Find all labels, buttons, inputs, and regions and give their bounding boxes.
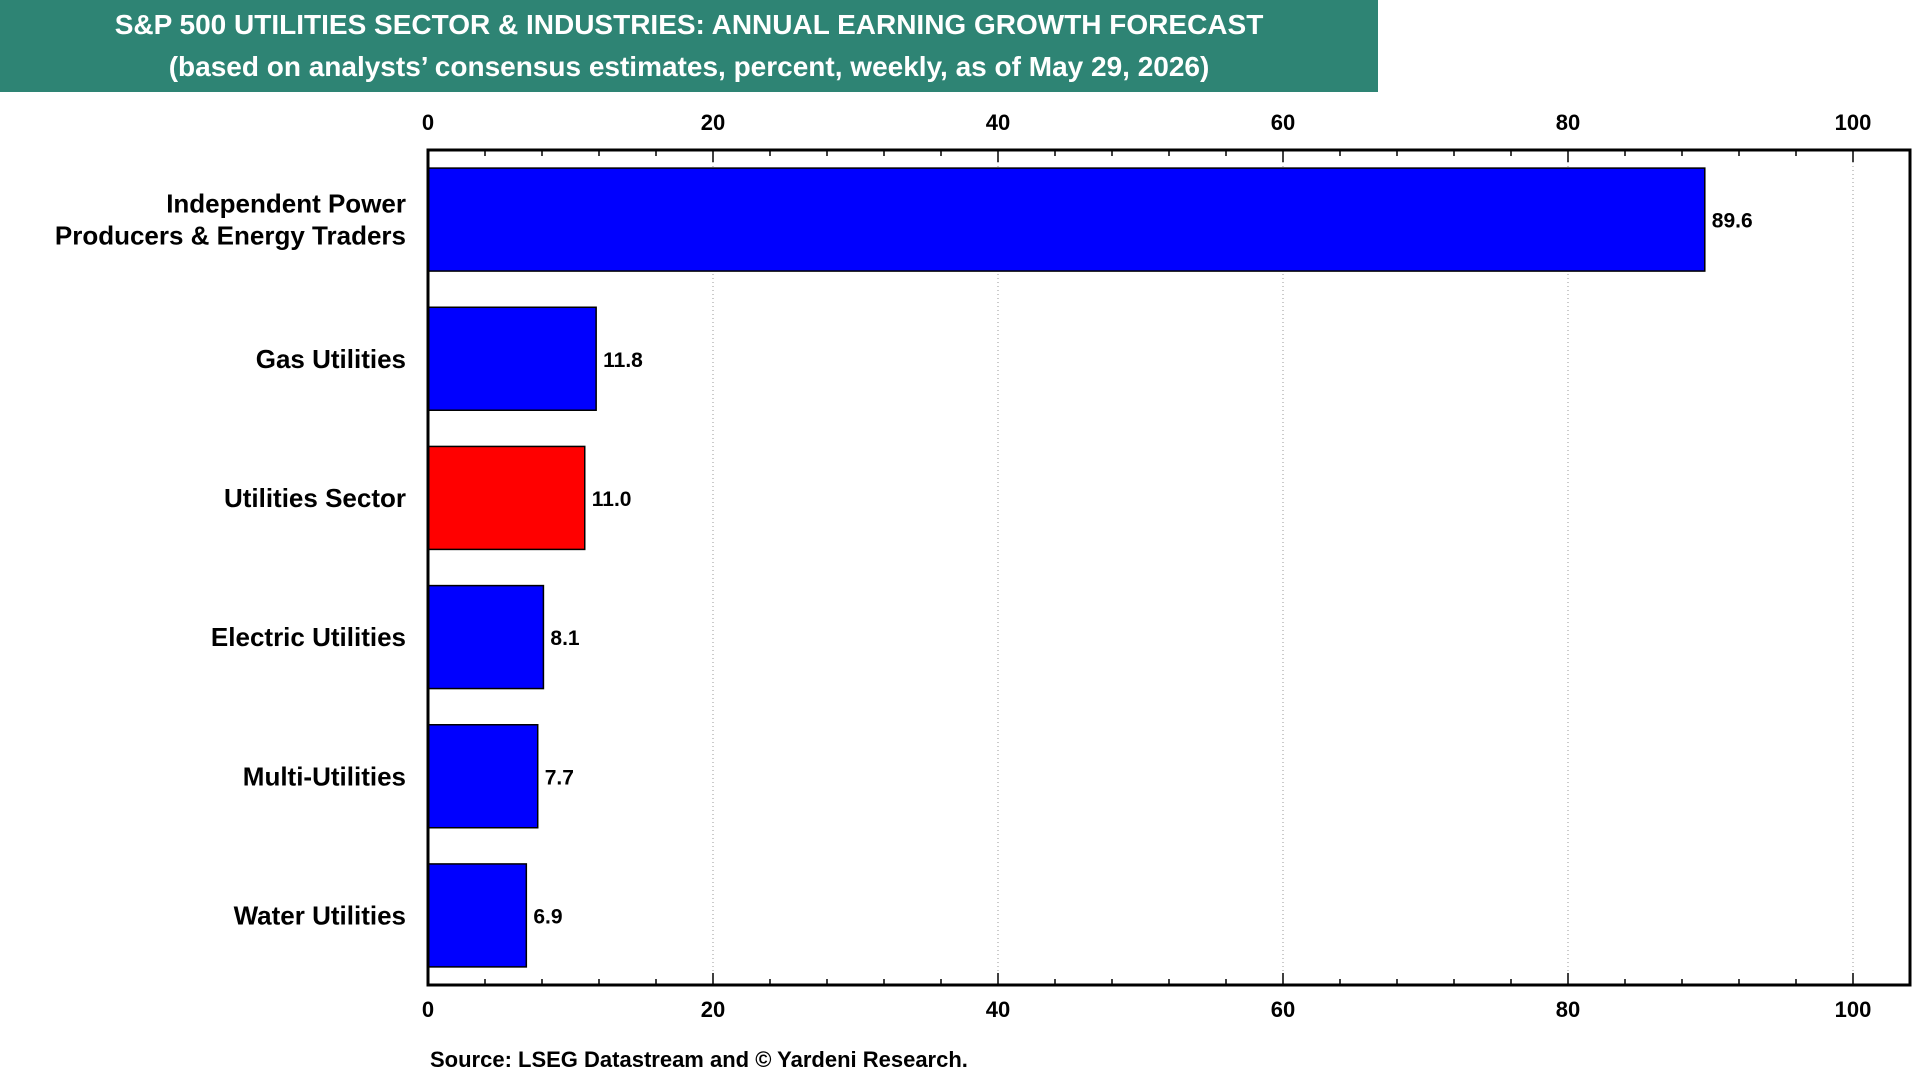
- x-tick-label-top-0: 0: [422, 110, 434, 135]
- data-label-5: 6.9: [533, 905, 562, 928]
- x-tick-label-bottom-0: 0: [422, 997, 434, 1022]
- category-label-1: Gas Utilities: [256, 344, 406, 374]
- x-tick-label-bottom-80: 80: [1556, 997, 1580, 1022]
- title-banner: S&P 500 UTILITIES SECTOR & INDUSTRIES: A…: [0, 0, 1378, 92]
- category-label-5: Water Utilities: [234, 900, 406, 930]
- category-label-3: Electric Utilities: [211, 622, 406, 652]
- x-tick-label-bottom-40: 40: [986, 997, 1010, 1022]
- data-label-2: 11.0: [592, 488, 632, 511]
- bar-1: [427, 306, 597, 411]
- data-label-3: 8.1: [550, 627, 580, 650]
- chart-subtitle: (based on analysts’ consensus estimates,…: [168, 51, 1210, 82]
- x-tick-label-bottom-60: 60: [1271, 997, 1295, 1022]
- plot-frame: [426, 148, 1912, 987]
- category-label-2: Utilities Sector: [224, 483, 406, 513]
- x-tick-label-top-40: 40: [986, 110, 1010, 135]
- data-label-4: 7.7: [545, 766, 574, 789]
- data-label-1: 11.8: [603, 349, 643, 372]
- bar-3: [427, 584, 545, 690]
- x-tick-label-top-100: 100: [1835, 110, 1872, 135]
- x-tick-label-top-60: 60: [1271, 110, 1295, 135]
- bar-0: [427, 167, 1706, 272]
- source-note: Source: LSEG Datastream and © Yardeni Re…: [430, 1047, 968, 1072]
- bar-4: [427, 724, 539, 829]
- category-label-0-line-1: Producers & Energy Traders: [55, 221, 406, 251]
- category-label-4: Multi-Utilities: [243, 761, 406, 791]
- bar-2: [427, 445, 586, 551]
- x-tick-label-top-80: 80: [1556, 110, 1580, 135]
- chart-title: S&P 500 UTILITIES SECTOR & INDUSTRIES: A…: [114, 9, 1264, 40]
- x-tick-label-bottom-100: 100: [1835, 997, 1872, 1022]
- bar-5: [427, 863, 528, 968]
- category-label-0-line-0: Independent Power: [166, 189, 406, 219]
- x-tick-label-top-20: 20: [701, 110, 725, 135]
- x-tick-label-bottom-20: 20: [701, 997, 725, 1022]
- data-label-0: 89.6: [1712, 210, 1753, 233]
